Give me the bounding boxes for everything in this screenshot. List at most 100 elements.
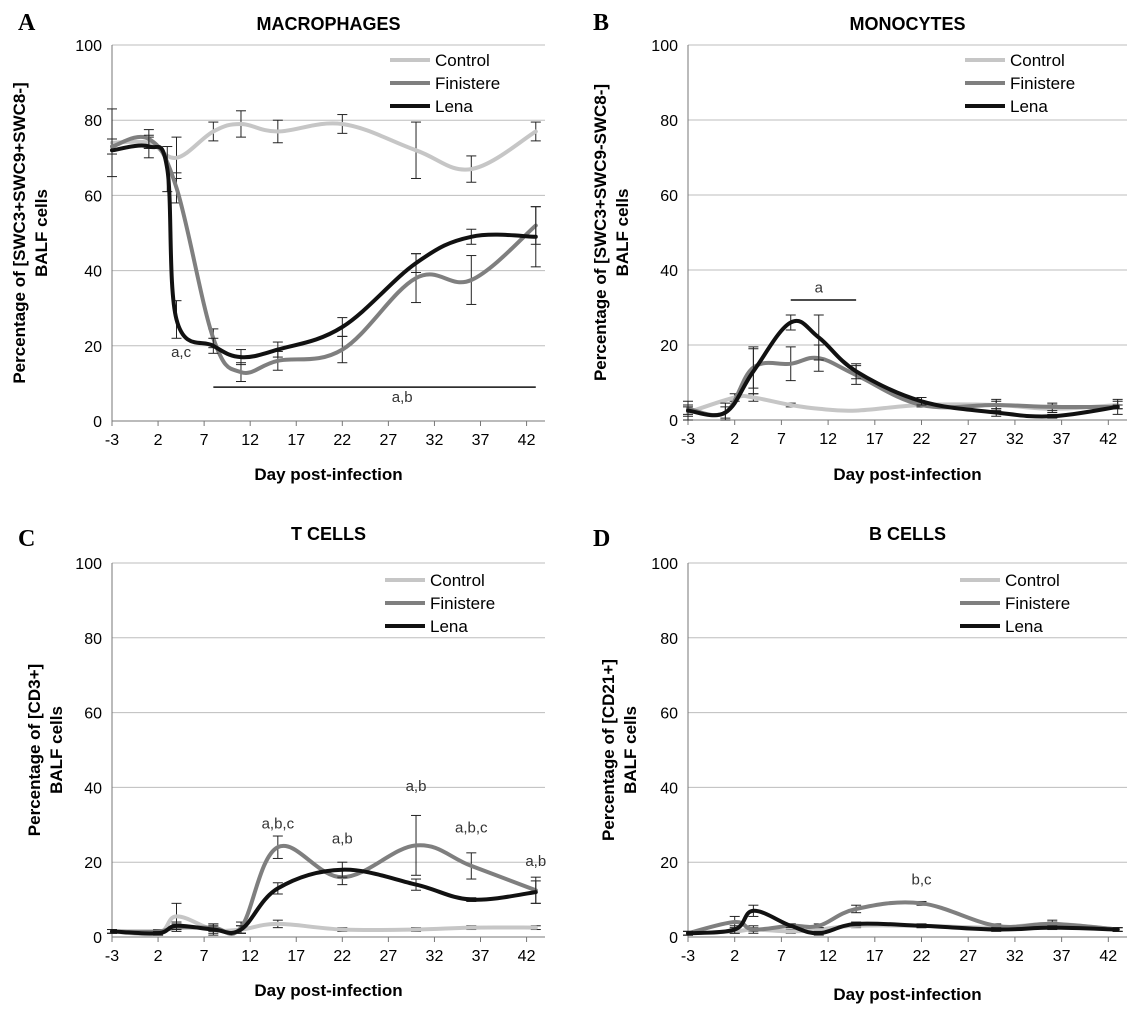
significance-label: a,b — [392, 389, 413, 406]
series-line-lena — [110, 143, 538, 360]
y-tick-label: 0 — [669, 930, 678, 947]
legend: Control Finistere Lena — [385, 571, 495, 636]
x-tick-label: 42 — [1099, 948, 1117, 965]
significance-label: a,b,c — [455, 819, 488, 836]
legend: Control Finistere Lena — [960, 571, 1070, 636]
y-tick-label: 0 — [93, 414, 102, 431]
x-tick-label: -3 — [105, 948, 119, 965]
legend-label: Control — [430, 571, 485, 590]
x-tick-label: -3 — [105, 432, 119, 449]
series-lena — [683, 314, 1123, 419]
significance-label: a,b — [406, 778, 427, 795]
y-tick-label: 80 — [84, 631, 102, 648]
legend-label: Lena — [430, 617, 468, 636]
x-tick-label: -3 — [681, 431, 695, 448]
x-tick-label: 2 — [730, 948, 739, 965]
y-tick-label: 40 — [84, 780, 102, 797]
x-tick-label: 7 — [200, 948, 209, 965]
y-tick-label: 80 — [660, 631, 678, 648]
x-tick-label: -3 — [681, 948, 695, 965]
x-tick-label: 37 — [1053, 948, 1071, 965]
x-axis-label: Day post-infection — [254, 465, 402, 484]
significance-label: b,c — [912, 872, 933, 889]
y-axis-label-line: BALF cells — [47, 706, 66, 794]
series-finistere — [683, 900, 1123, 936]
x-tick-label: 2 — [730, 431, 739, 448]
y-axis-label-line: BALF cells — [613, 189, 632, 277]
y-axis-label: Percentage of [CD3+] BALF cells — [25, 664, 66, 836]
panel-letter: D — [593, 526, 610, 552]
x-tick-label: 32 — [426, 432, 444, 449]
legend-label: Finistere — [430, 594, 495, 613]
x-tick-label: 27 — [959, 431, 977, 448]
legend-label: Control — [435, 51, 490, 70]
significance-label: a — [815, 280, 824, 297]
x-tick-label: 42 — [518, 432, 536, 449]
x-axis-label: Day post-infection — [833, 985, 981, 1004]
x-tick-label: 12 — [241, 432, 259, 449]
legend-label: Lena — [1005, 617, 1043, 636]
y-tick-label: 20 — [84, 339, 102, 356]
y-axis-label-line: Percentage of [CD21+] — [599, 659, 618, 841]
x-tick-label: 22 — [913, 431, 931, 448]
series-line-finistere — [686, 900, 1120, 936]
significance-label: a,b — [332, 831, 353, 848]
x-tick-label: 7 — [777, 431, 786, 448]
y-axis-label: Percentage of [CD21+] BALF cells — [599, 659, 640, 841]
y-axis-label-line: Percentage of [SWC3+SWC9+SWC8-] — [10, 82, 29, 383]
y-tick-label: 40 — [660, 263, 678, 280]
x-tick-label: 7 — [777, 948, 786, 965]
x-tick-label: 17 — [287, 948, 305, 965]
x-tick-label: 22 — [333, 948, 351, 965]
x-tick-label: 27 — [379, 432, 397, 449]
y-axis-label-line: BALF cells — [32, 189, 51, 277]
x-tick-label: 2 — [154, 948, 163, 965]
x-tick-label: 12 — [241, 948, 259, 965]
y-tick-label: 20 — [660, 338, 678, 355]
series-control — [107, 902, 541, 937]
y-tick-label: 100 — [75, 556, 102, 573]
legend-label: Finistere — [435, 74, 500, 93]
y-axis-label: Percentage of [SWC3+SWC9-SWC8-] BALF cell… — [591, 84, 632, 381]
x-tick-label: 27 — [959, 948, 977, 965]
x-tick-label: 12 — [819, 948, 837, 965]
x-tick-label: 12 — [819, 431, 837, 448]
chart-title: T CELLS — [291, 524, 366, 544]
x-tick-label: 7 — [200, 432, 209, 449]
series-line-finistere — [110, 843, 538, 936]
y-axis-label-line: Percentage of [CD3+] — [25, 664, 44, 836]
x-axis-label: Day post-infection — [833, 465, 981, 484]
chart-title: B CELLS — [869, 524, 946, 544]
y-tick-label: 20 — [84, 855, 102, 872]
y-tick-label: 60 — [84, 188, 102, 205]
y-tick-label: 20 — [660, 855, 678, 872]
legend-label: Lena — [435, 97, 473, 116]
y-tick-label: 0 — [93, 930, 102, 947]
legend-label: Lena — [1010, 97, 1048, 116]
series-lena — [683, 904, 1123, 936]
y-axis-label-line: BALF cells — [621, 706, 640, 794]
x-tick-label: 22 — [913, 948, 931, 965]
x-tick-label: 32 — [1006, 948, 1024, 965]
chart-title: MACROPHAGES — [256, 14, 400, 34]
x-tick-label: 32 — [426, 948, 444, 965]
series-line-lena — [686, 908, 1120, 936]
legend-label: Control — [1010, 51, 1065, 70]
x-tick-label: 2 — [154, 432, 163, 449]
legend-label: Finistere — [1010, 74, 1075, 93]
y-tick-label: 40 — [660, 780, 678, 797]
x-tick-label: 42 — [518, 948, 536, 965]
y-tick-label: 60 — [660, 706, 678, 723]
x-tick-label: 17 — [866, 948, 884, 965]
x-tick-label: 42 — [1099, 431, 1117, 448]
y-tick-label: 0 — [669, 413, 678, 430]
series-line-lena — [686, 319, 1120, 419]
series-finistere — [683, 344, 1123, 421]
chart-title: MONOCYTES — [849, 14, 965, 34]
